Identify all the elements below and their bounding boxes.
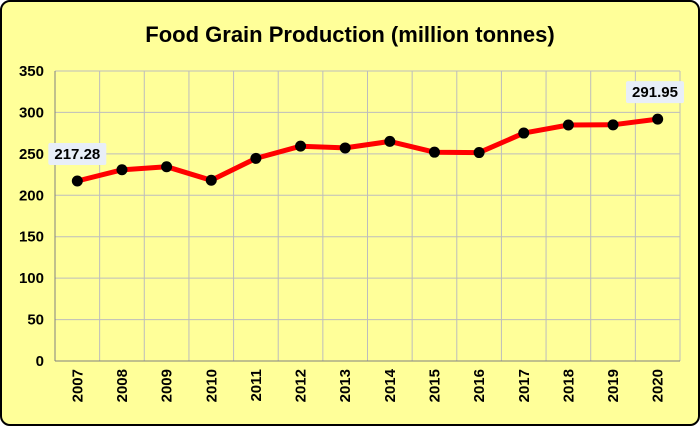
data-point-2018 xyxy=(562,119,574,131)
series-line xyxy=(74,116,661,184)
data-point-2019 xyxy=(607,119,619,131)
y-tick-label: 300 xyxy=(19,104,44,121)
x-tick-label: 2008 xyxy=(114,369,131,402)
x-tick-label: 2019 xyxy=(605,369,622,402)
chart-title: Food Grain Production (million tonnes) xyxy=(145,22,554,47)
data-points xyxy=(71,113,664,187)
data-label: 291.95 xyxy=(632,84,678,101)
data-point-2015 xyxy=(428,146,440,158)
data-point-2007 xyxy=(71,175,83,187)
data-label-box xyxy=(626,81,684,104)
data-point-2016 xyxy=(473,147,485,159)
data-point-2020 xyxy=(652,113,664,125)
data-label-box xyxy=(48,142,107,165)
data-point-2012 xyxy=(295,140,307,152)
x-tick-label: 2013 xyxy=(337,369,354,402)
y-tick-label: 50 xyxy=(27,312,44,329)
x-tick-label: 2018 xyxy=(560,369,577,402)
y-tick-label: 250 xyxy=(19,146,44,163)
data-point-2010 xyxy=(205,174,217,186)
x-tick-label: 2011 xyxy=(248,369,265,402)
x-tick-label: 2012 xyxy=(293,369,310,402)
data-point-2008 xyxy=(116,164,128,176)
y-tick-label: 350 xyxy=(19,63,44,80)
x-tick-label: 2015 xyxy=(426,369,443,402)
y-tick-label: 200 xyxy=(19,187,44,204)
x-tick-label: 2007 xyxy=(69,369,86,402)
x-axis: 2007 2008 2009 2010 2011 2012 2013 2014 2015 2016… xyxy=(55,360,680,402)
y-tick-label: 0 xyxy=(36,353,44,370)
x-tick-label: 2016 xyxy=(471,369,488,402)
y-axis: 0 50 100 150 200 250 300 350 xyxy=(19,63,56,370)
grid xyxy=(54,70,681,362)
x-tick-label: 2014 xyxy=(382,368,399,402)
x-tick-label: 2009 xyxy=(159,369,176,402)
x-tick-label: 2017 xyxy=(516,369,533,402)
x-tick-label: 2010 xyxy=(203,369,220,402)
data-point-2014 xyxy=(384,135,396,147)
data-label: 217.28 xyxy=(54,146,100,163)
data-point-2011 xyxy=(250,152,262,164)
data-point-2013 xyxy=(339,142,351,154)
y-tick-label: 150 xyxy=(19,229,44,246)
data-point-2009 xyxy=(161,161,173,173)
data-point-2017 xyxy=(518,127,530,139)
x-tick-label: 2020 xyxy=(650,369,667,402)
data-labels: 217.28 291.95 xyxy=(48,81,684,165)
y-tick-label: 100 xyxy=(19,270,44,287)
